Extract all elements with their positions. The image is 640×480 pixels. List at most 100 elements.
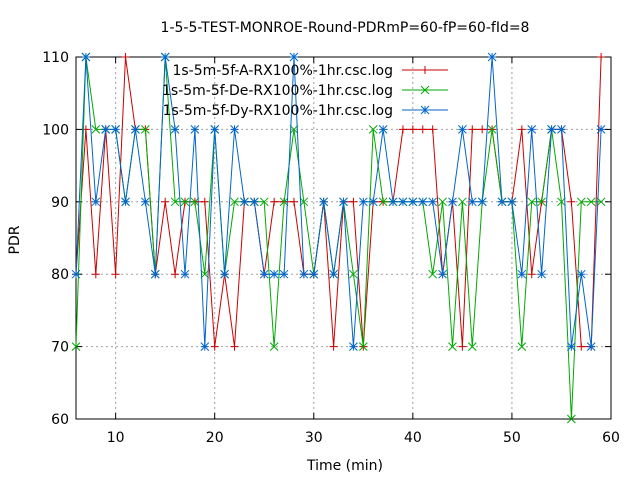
data-point: [497, 197, 507, 207]
data-point: [131, 125, 140, 134]
legend-marker: [421, 66, 429, 74]
data-point: [586, 342, 596, 351]
data-point: [161, 197, 170, 206]
x-tick-label: 20: [206, 430, 224, 446]
data-point: [170, 197, 180, 207]
data-point: [428, 125, 437, 134]
data-point: [527, 197, 537, 207]
data-point: [586, 197, 596, 207]
data-point: [596, 197, 606, 207]
data-point: [527, 125, 537, 134]
x-tick-label: 50: [503, 430, 521, 446]
data-point: [259, 269, 269, 279]
legend-marker: [420, 85, 430, 95]
x-tick-label: 60: [602, 430, 620, 446]
data-point: [467, 197, 477, 207]
data-point: [467, 342, 477, 351]
y-tick-label: 60: [51, 412, 69, 428]
data-point: [557, 197, 566, 207]
data-point: [180, 197, 190, 207]
data-point: [289, 52, 299, 62]
data-point: [458, 342, 467, 351]
series-3: [71, 52, 606, 351]
data-point: [289, 197, 298, 206]
chart-title: 1-5-5-TEST-MONROE-Round-PDRmP=60-fP=60-f…: [161, 20, 530, 36]
data-point: [438, 269, 447, 279]
data-point: [567, 197, 576, 206]
data-point: [408, 125, 417, 134]
data-point: [190, 197, 200, 207]
data-point: [576, 269, 586, 279]
data-point: [428, 197, 438, 207]
data-point: [269, 269, 279, 279]
data-point: [567, 414, 576, 424]
data-point: [596, 125, 606, 134]
data-point: [319, 197, 329, 207]
legend-label: 1s-5m-5f-A-RX100%-1hr.csc.log: [172, 63, 393, 79]
data-point: [269, 342, 279, 351]
data-point: [358, 342, 368, 351]
data-point: [418, 197, 428, 207]
data-point: [121, 197, 130, 207]
data-point: [507, 197, 517, 207]
data-point: [388, 197, 398, 207]
data-point: [91, 270, 100, 279]
data-point: [577, 342, 586, 351]
data-point: [101, 125, 111, 134]
y-axis-label: PDR: [7, 225, 23, 254]
data-point: [368, 197, 378, 207]
data-point: [171, 270, 180, 279]
data-point: [378, 197, 388, 207]
data-point: [567, 342, 576, 351]
data-point: [121, 53, 130, 61]
data-point: [160, 52, 170, 62]
data-point: [597, 53, 606, 61]
data-point: [547, 125, 556, 134]
data-point: [170, 125, 180, 134]
data-point: [478, 125, 487, 134]
data-point: [180, 269, 190, 279]
data-point: [349, 269, 358, 279]
data-point: [458, 197, 467, 207]
x-tick-label: 40: [404, 430, 422, 446]
data-point: [527, 270, 536, 279]
series-group: [71, 52, 606, 424]
data-point: [150, 269, 160, 279]
data-point: [111, 270, 120, 279]
data-point: [438, 197, 447, 207]
data-point: [200, 269, 210, 279]
y-tick-label: 90: [51, 195, 69, 211]
data-point: [418, 125, 427, 134]
data-point: [448, 342, 457, 351]
data-point: [140, 197, 150, 207]
data-point: [398, 125, 407, 134]
data-point: [190, 125, 200, 134]
y-tick-label: 80: [51, 267, 69, 283]
data-point: [309, 269, 319, 279]
data-point: [140, 125, 150, 134]
data-point: [329, 342, 338, 351]
data-point: [220, 269, 229, 279]
data-point: [368, 125, 378, 134]
data-point: [517, 125, 526, 134]
y-tick-label: 70: [51, 340, 69, 356]
data-point: [349, 197, 358, 206]
data-point: [240, 197, 249, 207]
data-point: [398, 197, 408, 207]
data-point: [259, 197, 269, 207]
x-tick-label: 10: [107, 430, 125, 446]
data-point: [200, 197, 209, 206]
plot-frame: [75, 56, 612, 420]
data-point: [537, 197, 547, 207]
data-point: [299, 269, 309, 279]
data-point: [279, 197, 289, 207]
data-point: [71, 269, 81, 279]
data-point: [428, 269, 438, 279]
data-point: [329, 269, 338, 279]
data-point: [517, 269, 527, 279]
data-point: [557, 125, 566, 134]
data-point: [71, 342, 81, 351]
x-tick-label: 30: [305, 430, 323, 446]
